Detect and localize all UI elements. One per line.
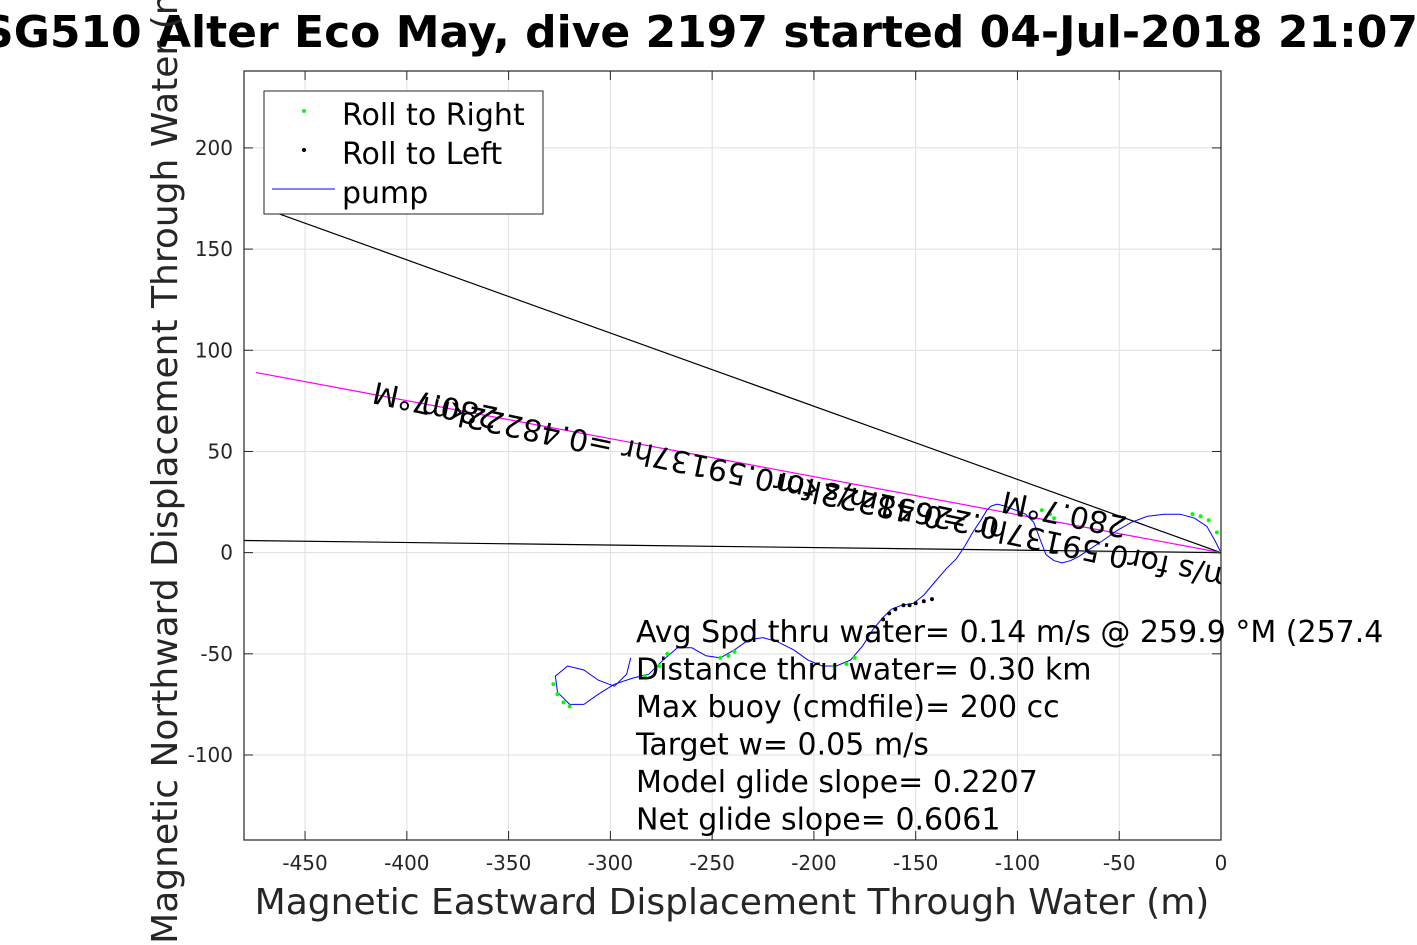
pump-track-line (554, 503, 1221, 705)
roll-right-point (551, 682, 556, 687)
x-tick-label: -450 (282, 851, 327, 875)
roll-left-point (929, 597, 934, 602)
y-axis-label: Magnetic Northward Displacement Through … (145, 0, 186, 944)
roll-right-point (1190, 512, 1195, 517)
legend-swatch-roll-left (302, 148, 306, 152)
roll-right-point (567, 704, 572, 709)
roll-right-point (718, 655, 723, 660)
roll-right-point (665, 651, 670, 656)
y-tick-label: 200 (195, 136, 233, 160)
roll-right-point (555, 692, 560, 697)
roll-left-point (881, 617, 886, 622)
y-tick-label: -50 (200, 642, 233, 666)
stat-line: Target w= 0.05 m/s (635, 728, 929, 763)
roll-right-point (1206, 518, 1211, 523)
roll-left-point (921, 599, 926, 604)
roll-left-point (913, 601, 918, 606)
roll-right-point (642, 674, 647, 679)
legend-label: Roll to Right (342, 98, 525, 133)
roll-right-point (1039, 508, 1044, 513)
roll-right-point (1198, 514, 1203, 519)
y-tick-label: 100 (195, 338, 233, 362)
stat-line: Net glide slope= 0.6061 (636, 803, 1000, 838)
x-tick-label: -350 (486, 851, 531, 875)
roll-right-point (1052, 516, 1057, 521)
axis-ticks: -450 -400 -350 -300 -250 -200 -150 -100 -50 0 -100… (188, 71, 1228, 875)
stat-line: Max buoy (cmdfile)= 200 cc (636, 690, 1060, 725)
roll-right-point (852, 655, 857, 660)
x-tick-label: -300 (588, 851, 633, 875)
reference-line (264, 208, 1221, 554)
y-tick-label: -100 (188, 743, 233, 767)
legend-box (263, 90, 544, 215)
roll-right-point (561, 700, 566, 705)
roll-left-point (887, 611, 892, 616)
y-tick-label: 0 (220, 541, 233, 565)
stat-line: Model glide slope= 0.2207 (636, 765, 1038, 800)
roll-left-point (907, 603, 912, 608)
legend: Roll to Right Roll to Left pump (263, 90, 544, 215)
legend-label: Roll to Left (342, 137, 502, 172)
x-axis-label: Magnetic Eastward Displacement Through W… (255, 882, 1210, 923)
roll-right-point (832, 663, 837, 668)
roll-left-point (893, 607, 898, 612)
roll-left-point (901, 603, 906, 608)
chart-title: SG510 Alter Eco May, dive 2197 started 0… (0, 7, 1417, 58)
legend-swatch-roll-right (302, 109, 306, 113)
roll-right-point (732, 649, 737, 654)
stat-line: Distance thru water= 0.30 km (636, 653, 1091, 688)
stat-line: Avg Spd thru water= 0.14 m/s @ 259.9 °M … (636, 615, 1383, 650)
reference-line-dashed (256, 372, 1221, 554)
roll-right-point (657, 663, 662, 668)
reference-line (244, 539, 1221, 554)
roll-right-point (844, 661, 849, 666)
x-tick-label: -50 (1103, 851, 1136, 875)
data-series (551, 503, 1221, 709)
x-tick-label: -400 (384, 851, 429, 875)
reference-lines (244, 208, 1221, 554)
roll-right-point (1214, 530, 1219, 535)
legend-label: pump (342, 176, 428, 211)
y-tick-label: 50 (208, 439, 233, 463)
x-tick-label: -200 (791, 851, 836, 875)
roll-right-point (726, 653, 731, 658)
dive-statistics: Avg Spd thru water= 0.14 m/s @ 259.9 °M … (635, 615, 1383, 838)
x-tick-label: -100 (995, 851, 1040, 875)
x-tick-label: -250 (689, 851, 734, 875)
plot-frame (243, 70, 1222, 841)
y-tick-label: 150 (195, 237, 233, 261)
x-tick-label: -150 (893, 851, 938, 875)
x-tick-label: 0 (1215, 851, 1228, 875)
roll-right-point (1048, 512, 1053, 517)
